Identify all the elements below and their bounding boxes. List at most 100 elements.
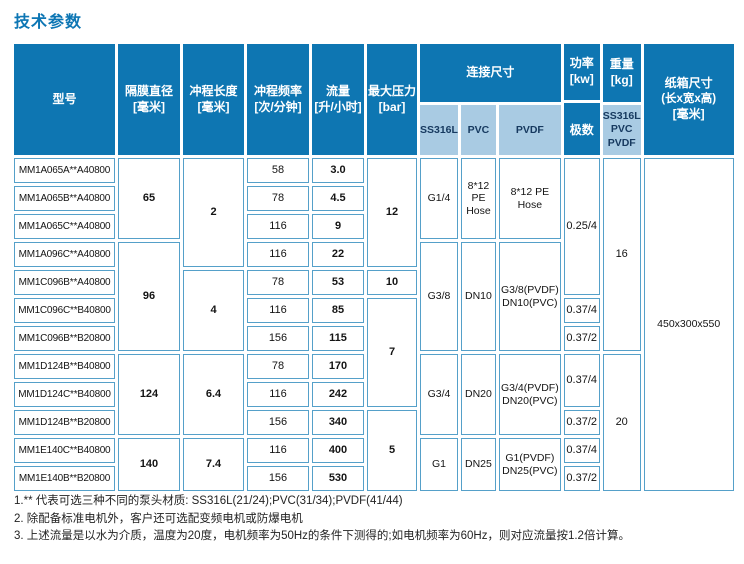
model-cell: MM1A096C**A40800	[14, 242, 115, 267]
col-header-model: 型号	[14, 44, 115, 155]
col-header-stroke-frequency: 冲程频率 [次/分钟]	[247, 44, 309, 155]
connection-pvc-cell: DN10	[460, 242, 496, 351]
power-cell: 0.37/2	[563, 326, 600, 351]
model-cell: MM1C096B**A40800	[14, 270, 115, 295]
col-header-power: 功率 [kw] 极数	[563, 44, 600, 155]
power-cell: 0.37/4	[563, 298, 600, 323]
table-row: MM1E140C**B40800 140 7.4 116 400 G1 DN25…	[14, 438, 734, 491]
footnote-3: 3. 上述流量是以水为介质，温度为20度，电机频率为50Hz的条件下测得的;如电…	[14, 530, 630, 542]
diaphragm-cell: 65	[118, 158, 180, 239]
subheader-weight-materials: SS316L PVC PVDF	[602, 105, 641, 155]
frequency-cell: 78	[247, 270, 309, 295]
frequency-cell: 156	[247, 410, 309, 435]
footnote-2: 2. 除配备标准电机外，客户还可选配变频电机或防爆电机	[14, 512, 303, 525]
col-header-poles: 极数	[569, 122, 594, 137]
flow-cell: 530	[312, 466, 364, 491]
connection-pvdf-cell: G3/8(PVDF) DN10(PVC)	[498, 242, 561, 351]
frequency-cell: 78	[247, 354, 309, 379]
power-cell: 0.37/2	[563, 466, 600, 491]
pressure-cell: 5	[367, 410, 417, 491]
connection-pvdf-cell: G3/4(PVDF) DN20(PVC)	[498, 354, 561, 435]
frequency-cell: 58	[247, 158, 309, 183]
model-cell: MM1D124C**B40800	[14, 382, 115, 407]
model-cell: MM1E140C**B40800	[14, 438, 115, 463]
pressure-cell: 12	[367, 158, 417, 267]
col-header-flow: 流量 [升/小时]	[312, 44, 364, 155]
pressure-cell: 7	[367, 298, 417, 407]
table-row: MM1E140B**B20800 156 530 0.37/2	[14, 466, 734, 491]
table-row: MM1A065B**A40800 78 4.5	[14, 186, 734, 211]
model-cell: MM1A065A**A40800	[14, 158, 115, 183]
model-cell: MM1C096C**B40800	[14, 298, 115, 323]
power-cell: 0.37/2	[563, 410, 600, 435]
stroke-length-cell: 7.4	[183, 438, 244, 491]
col-header-carton: 纸箱尺寸 (长x宽x高) [毫米]	[643, 44, 734, 155]
model-cell: MM1C096B**B20800	[14, 326, 115, 351]
stroke-length-cell: 4	[183, 270, 244, 351]
connection-pvdf-cell: 8*12 PE Hose	[498, 158, 561, 239]
stroke-length-cell: 2	[183, 158, 244, 267]
subheader-connection-ss316l: SS316L	[420, 105, 458, 155]
weight-cell: 16	[602, 158, 641, 351]
footnote-1: 1.** 代表可选三种不同的泵头材质: SS316L(21/24);PVC(31…	[14, 495, 403, 507]
flow-cell: 9	[312, 214, 364, 239]
frequency-cell: 116	[247, 242, 309, 267]
table-row: MM1A065A**A40800 65 2 58 3.0 12 G1/4 8*1…	[14, 158, 734, 491]
col-header-weight: 重量 [kg]	[602, 44, 641, 102]
col-header-diaphragm: 隔膜直径 [毫米]	[118, 44, 180, 155]
technical-parameters-table: 型号 隔膜直径 [毫米] 冲程长度 [毫米] 冲程频率 [次/分钟] 流量 [升/小时]…	[11, 41, 737, 494]
power-cell: 0.37/4	[563, 354, 600, 407]
weight-cell: 20	[602, 354, 641, 491]
frequency-cell: 116	[247, 438, 309, 463]
table-row: MM1A065C**A40800 116 9	[14, 214, 734, 239]
power-cell: 0.25/4	[563, 158, 600, 295]
connection-ss316l-cell: G3/8	[420, 242, 458, 351]
frequency-cell: 78	[247, 186, 309, 211]
flow-cell: 400	[312, 438, 364, 463]
connection-ss316l-cell: G1/4	[420, 158, 458, 239]
subheader-connection-pvdf: PVDF	[498, 105, 561, 155]
flow-cell: 115	[312, 326, 364, 351]
flow-cell: 3.0	[312, 158, 364, 183]
frequency-cell: 156	[247, 466, 309, 491]
col-header-connection: 连接尺寸	[420, 44, 561, 102]
model-cell: MM1D124B**B40800	[14, 354, 115, 379]
diaphragm-cell: 140	[118, 438, 180, 491]
frequency-cell: 116	[247, 298, 309, 323]
table-row: MM1C096C**B40800 116 85 7 0.37/4	[14, 298, 734, 407]
frequency-cell: 156	[247, 326, 309, 351]
model-cell: MM1A065C**A40800	[14, 214, 115, 239]
page-title: 技术参数	[14, 14, 83, 31]
flow-cell: 85	[312, 298, 364, 323]
flow-cell: 53	[312, 270, 364, 295]
connection-ss316l-cell: G1	[420, 438, 458, 491]
footnotes: 1.** 代表可选三种不同的泵头材质: SS316L(21/24);PVC(31…	[14, 493, 730, 546]
connection-pvc-cell: DN25	[460, 438, 496, 491]
flow-cell: 242	[312, 382, 364, 407]
connection-pvc-cell: 8*12 PE Hose	[460, 158, 496, 239]
flow-cell: 22	[312, 242, 364, 267]
pressure-cell: 10	[367, 270, 417, 295]
model-cell: MM1E140B**B20800	[14, 466, 115, 491]
flow-cell: 340	[312, 410, 364, 435]
power-cell: 0.37/4	[563, 438, 600, 463]
model-cell: MM1D124B**B20800	[14, 410, 115, 435]
table-row: MM1A096C**A40800 96 116 22 G3/8 DN10 G3/…	[14, 242, 734, 351]
table-row: MM1D124B**B20800 156 340 5 0.37/2	[14, 410, 734, 491]
stroke-length-cell: 6.4	[183, 354, 244, 435]
connection-pvc-cell: DN20	[460, 354, 496, 435]
subheader-connection-pvc: PVC	[460, 105, 496, 155]
table-row: MM1D124C**B40800 116 242	[14, 382, 734, 407]
table-row: MM1C096B**A40800 4 78 53 10	[14, 270, 734, 351]
model-cell: MM1A065B**A40800	[14, 186, 115, 211]
frequency-cell: 116	[247, 214, 309, 239]
table-row: MM1C096B**B20800 156 115 0.37/2	[14, 326, 734, 351]
frequency-cell: 116	[247, 382, 309, 407]
flow-cell: 170	[312, 354, 364, 379]
diaphragm-cell: 96	[118, 242, 180, 351]
connection-pvdf-cell: G1(PVDF) DN25(PVC)	[498, 438, 561, 491]
power-poles-divider	[563, 100, 600, 103]
connection-ss316l-cell: G3/4	[420, 354, 458, 435]
col-header-max-pressure: 最大压力 [bar]	[367, 44, 417, 155]
